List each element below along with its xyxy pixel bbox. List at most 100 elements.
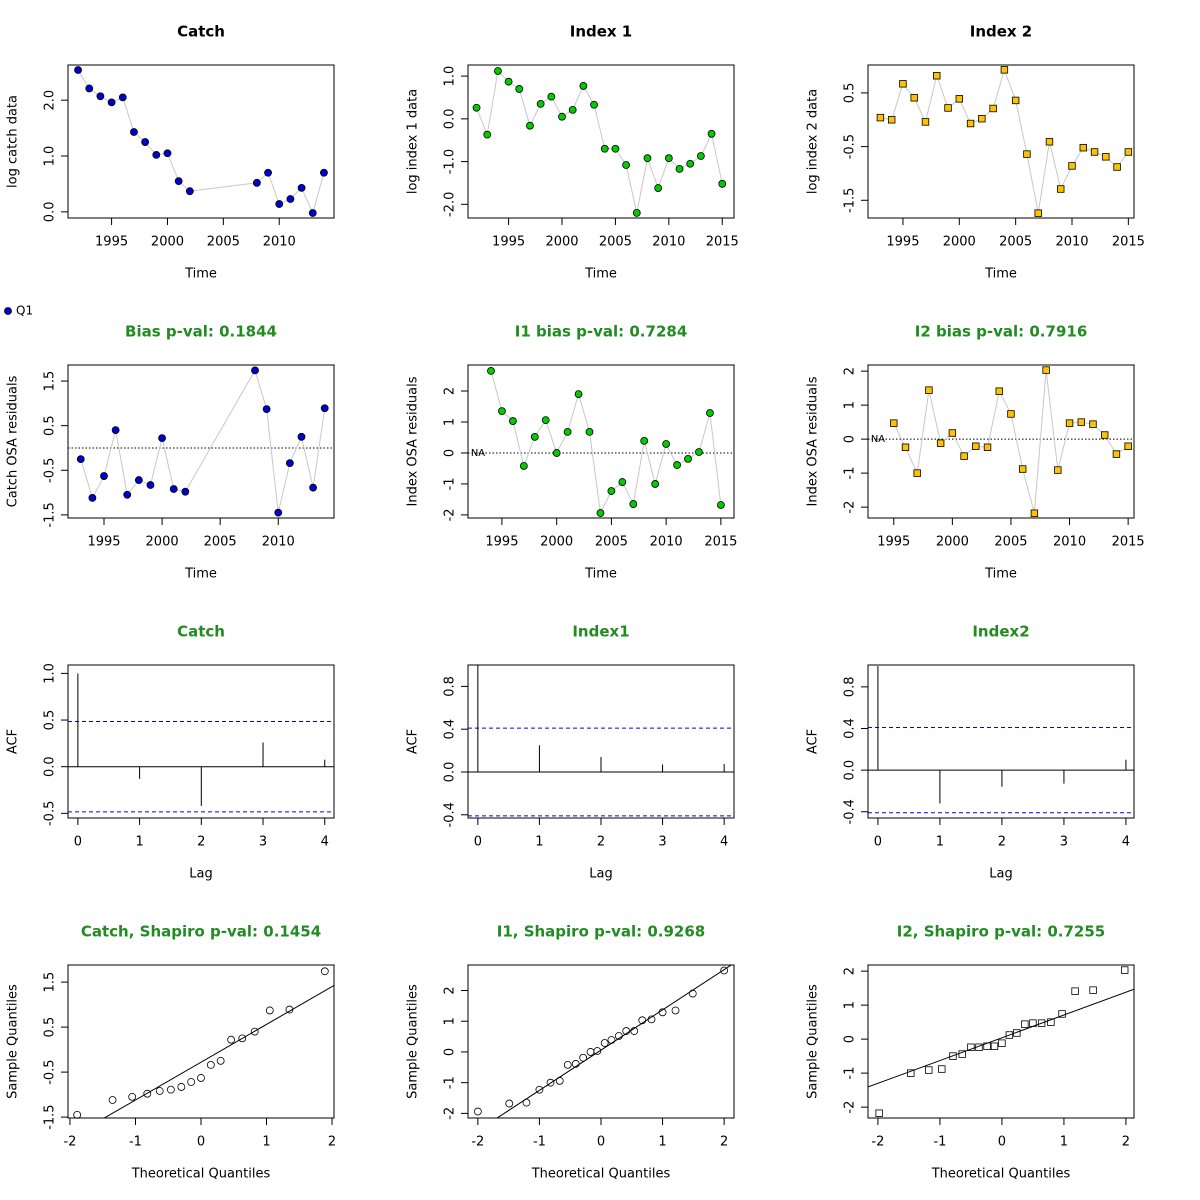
point: [600, 144, 609, 153]
point: [297, 183, 306, 192]
x-tick-label: 2010: [652, 235, 685, 250]
y-tick-label: -2.0: [443, 192, 458, 217]
plot-data: [468, 370, 734, 515]
point: [901, 443, 910, 451]
point: [118, 93, 127, 102]
point: [1034, 209, 1042, 217]
point: [505, 1099, 514, 1108]
plot-frame: [867, 964, 1135, 1119]
point: [876, 113, 885, 122]
point: [960, 452, 968, 460]
x-tick-label: 2015: [706, 235, 739, 250]
point: [1018, 465, 1027, 473]
point: [958, 1050, 966, 1058]
point: [563, 1060, 572, 1069]
panel-title: Catch, Shapiro p-val: 0.1454: [81, 923, 321, 941]
point: [1077, 418, 1085, 426]
y-tick-label: 1.5: [43, 371, 58, 392]
x-tick-label: 0: [474, 835, 482, 850]
qq-line: [868, 988, 1134, 1088]
y-tick-label: -0.5: [43, 458, 58, 483]
point: [910, 94, 918, 102]
point: [875, 1109, 883, 1117]
x-tick-label: 2010: [650, 535, 683, 550]
x-tick-label: 1: [1060, 1135, 1068, 1150]
point: [1124, 148, 1133, 156]
x-tick-label: 2: [197, 835, 205, 850]
x-tick-label: 2: [328, 1135, 336, 1150]
y-axis-label: log index 2 data: [806, 89, 821, 194]
point: [1054, 466, 1062, 474]
panel-title: Index 1: [570, 23, 633, 41]
x-tick-label: 2: [597, 835, 605, 850]
x-tick-label: -2: [471, 1135, 484, 1150]
point: [643, 154, 652, 163]
point: [238, 1034, 247, 1043]
point: [640, 436, 649, 445]
series-line: [476, 69, 723, 213]
y-tick-label: 0: [443, 449, 458, 457]
point: [629, 500, 638, 508]
point: [250, 1027, 259, 1036]
x-tick-label: 2005: [994, 535, 1027, 550]
point: [967, 1043, 975, 1051]
point: [949, 1052, 957, 1060]
point: [1058, 1010, 1066, 1018]
y-tick-label: -0.5: [843, 134, 858, 159]
point: [227, 1035, 236, 1044]
point: [1089, 986, 1097, 994]
point: [586, 1048, 595, 1056]
point: [989, 104, 997, 113]
point: [141, 138, 150, 146]
point: [647, 1015, 656, 1024]
y-tick-label: 0: [443, 1048, 458, 1056]
panel-title: Catch: [177, 23, 225, 41]
series-line: [490, 370, 722, 515]
point: [1047, 1018, 1055, 1026]
series-line: [77, 69, 325, 215]
point: [177, 1083, 186, 1091]
point: [651, 480, 660, 488]
point: [955, 95, 963, 103]
x-tick-label: 2: [1122, 1135, 1130, 1150]
point: [707, 129, 716, 138]
legend-label: Q1: [16, 304, 33, 318]
x-tick-label: 1995: [886, 235, 919, 250]
x-tick-label: 1: [135, 835, 143, 850]
x-tick-label: -1: [533, 1135, 546, 1150]
point: [664, 154, 673, 163]
point: [887, 116, 896, 124]
point: [494, 67, 502, 75]
x-tick-label: 1995: [877, 535, 910, 550]
panel-title: Bias p-val: 0.1844: [125, 323, 277, 341]
x-tick-label: 0: [197, 1135, 205, 1150]
x-tick-label: 0: [74, 835, 82, 850]
annotation: NA: [871, 434, 885, 445]
y-tick-label: 0.0: [843, 760, 858, 781]
point: [658, 1008, 667, 1017]
point: [251, 366, 259, 375]
point: [143, 1089, 152, 1098]
point: [88, 494, 97, 502]
point: [123, 490, 132, 499]
panel: I1, Shapiro p-val: 0.9268 Theoretical Qua…: [406, 923, 735, 1182]
plot-frame: [467, 664, 735, 819]
y-axis-label: ACF: [806, 729, 821, 754]
point: [163, 149, 172, 158]
point: [472, 103, 481, 112]
point: [611, 144, 620, 153]
series-line: [80, 369, 326, 513]
y-axis-label: Sample Quantiles: [6, 984, 21, 1099]
x-axis-label: Theoretical Quantiles: [531, 1167, 671, 1182]
plot-frame: [67, 64, 335, 219]
point: [320, 967, 329, 976]
point: [111, 426, 120, 435]
panel-title: I1 bias p-val: 0.7284: [515, 323, 688, 341]
point: [1057, 185, 1065, 193]
y-tick-label: 0.5: [43, 1017, 58, 1038]
plot-frame: [467, 64, 735, 219]
point: [274, 508, 283, 517]
x-tick-label: -1: [129, 1135, 142, 1150]
y-tick-label: 2: [843, 967, 858, 975]
